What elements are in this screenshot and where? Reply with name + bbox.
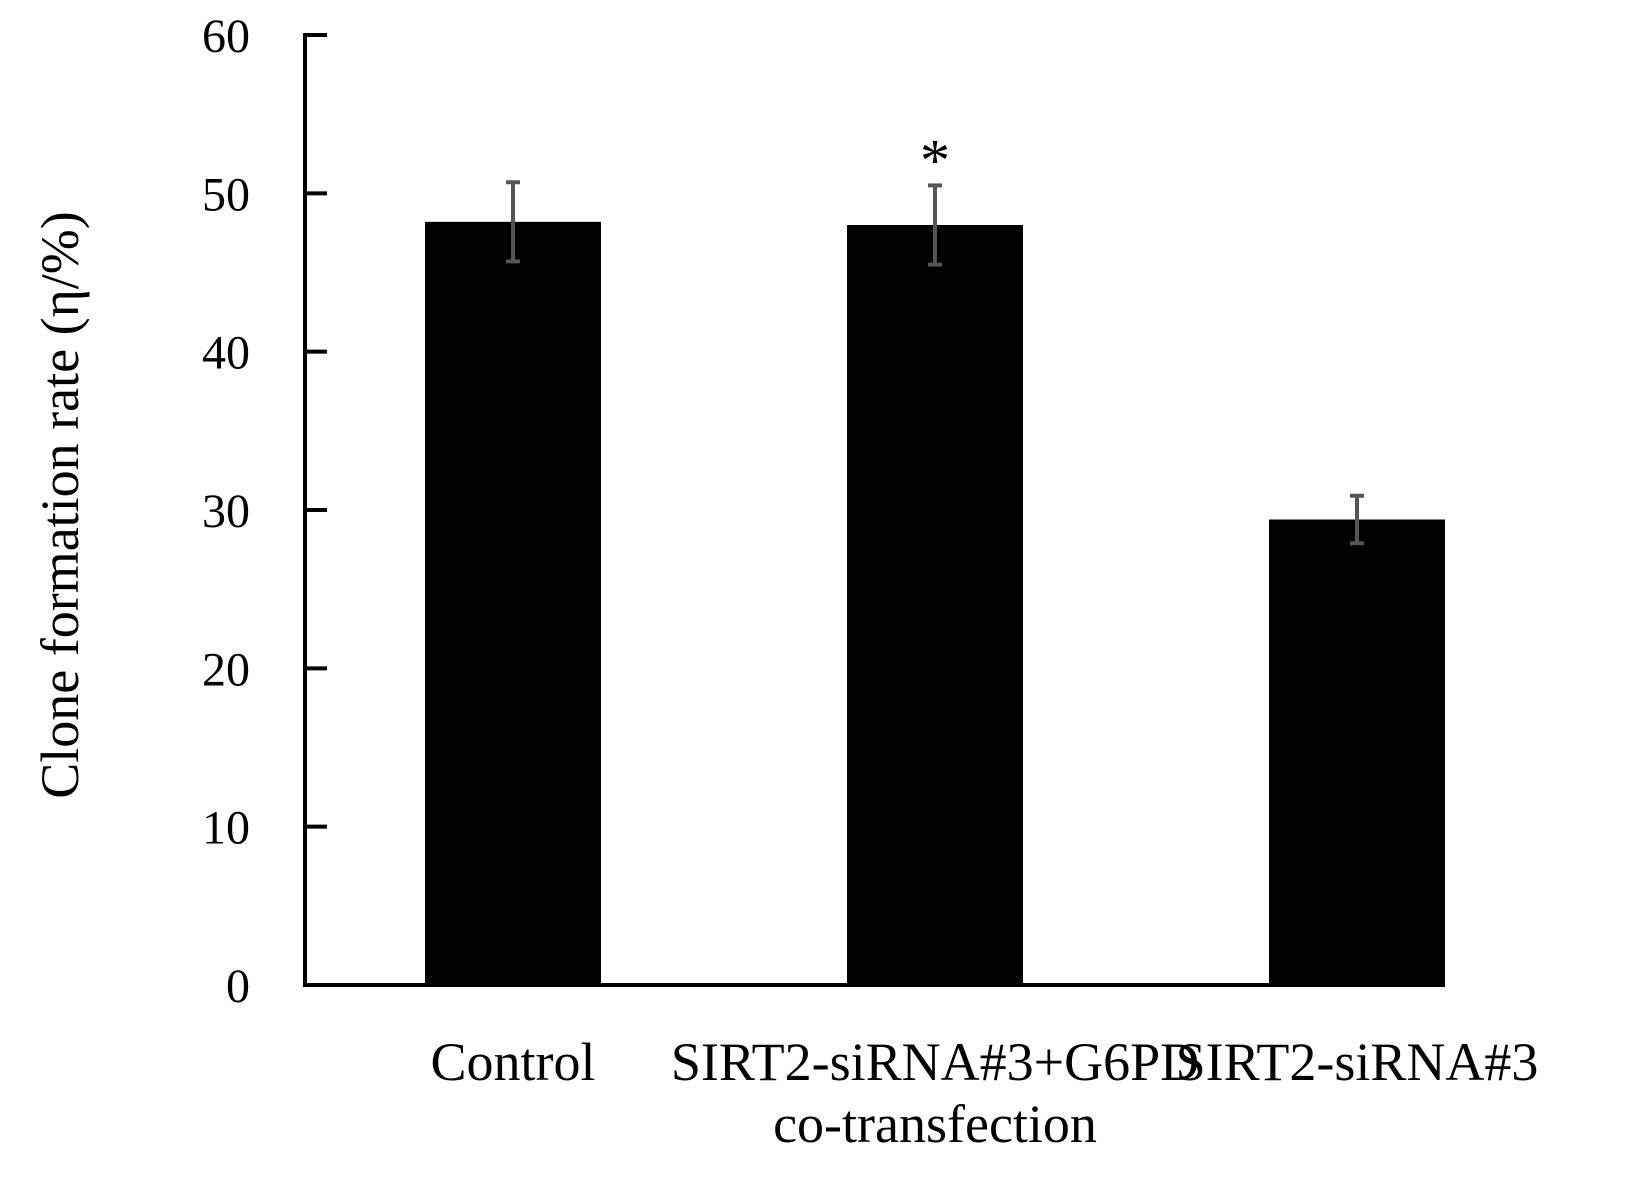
significance-marker: * [920,127,950,193]
y-tick-label: 10 [202,802,250,855]
y-tick-label: 20 [202,643,250,696]
bar [1269,519,1445,985]
error-bars [506,180,1364,546]
y-axis-title: Clone formation rate (η/%) [30,211,90,799]
bars [425,221,1445,986]
y-tick-label: 30 [202,485,250,538]
bar [425,221,601,986]
labels: Control * SIRT2-siRNA#3+G6PDco-transfectio… [430,127,1538,1154]
y-tick-label: 60 [202,10,250,63]
x-category-label: co-transfection [773,1094,1097,1154]
x-category-label: Control [430,1032,595,1092]
x-category-label: SIRT2-siRNA#3+G6PD [671,1032,1199,1092]
y-tick-label: 50 [202,168,250,221]
axes: 0 10 20 30 40 50 60 [202,10,1445,1013]
bar [847,225,1023,985]
y-tick-label: 40 [202,327,250,380]
y-tick-label: 0 [226,960,250,1013]
x-category-label: SIRT2-siRNA#3 [1176,1032,1539,1092]
